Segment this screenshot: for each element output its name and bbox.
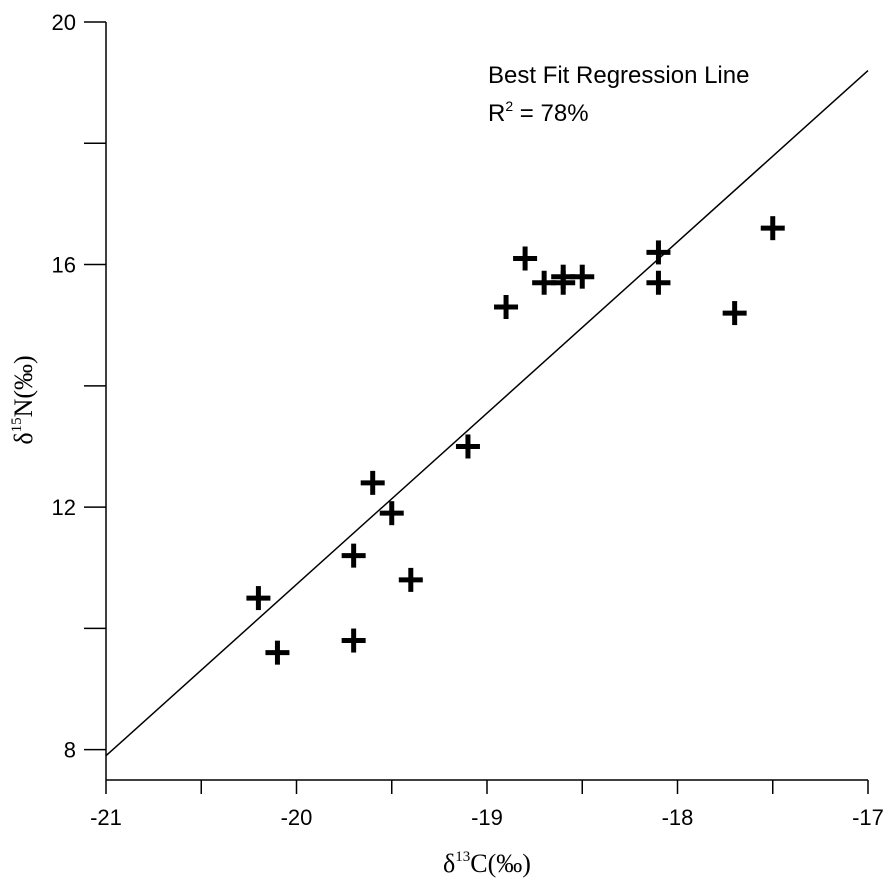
y-axis-label-rest: N(‰) <box>9 355 38 417</box>
x-axis-label-sup: 13 <box>455 849 470 865</box>
x-tick-label: -20 <box>281 805 313 830</box>
data-point <box>341 628 366 653</box>
annotation-r: R <box>488 100 505 127</box>
x-tick-label: -21 <box>90 805 122 830</box>
axes <box>105 22 868 781</box>
data-point <box>494 295 519 320</box>
y-tick-label: 12 <box>52 495 76 520</box>
x-ticks: -21 -20 -19 -18 -17 <box>90 780 884 830</box>
data-point <box>570 264 595 289</box>
x-axis-label-base: δ <box>443 849 455 878</box>
x-tick-label: -19 <box>471 805 503 830</box>
data-points <box>246 216 785 665</box>
data-point <box>341 543 366 568</box>
y-axis-label: δ15N(‰) <box>9 355 38 444</box>
data-point <box>379 501 404 526</box>
annotation-line-1: Best Fit Regression Line <box>488 62 749 89</box>
data-point <box>646 240 671 265</box>
data-point <box>722 301 747 326</box>
data-point <box>246 586 271 611</box>
data-point <box>513 246 538 271</box>
x-axis-label-rest: C(‰) <box>470 849 531 878</box>
y-tick-label: 16 <box>52 253 76 278</box>
annotation-r-sup: 2 <box>505 98 513 114</box>
data-point <box>265 640 290 665</box>
data-point <box>760 216 785 241</box>
data-point <box>360 470 385 495</box>
y-tick-label: 8 <box>64 738 76 763</box>
x-tick-label: -17 <box>852 805 884 830</box>
data-point <box>646 270 671 295</box>
data-point <box>455 434 480 459</box>
annotation-r-value: = 78% <box>513 100 588 127</box>
y-tick-label: 20 <box>52 10 76 35</box>
x-tick-label: -18 <box>662 805 694 830</box>
data-point <box>398 567 423 592</box>
annotation-line-2: R2 = 78% <box>488 98 589 127</box>
y-axis-label-sup: 15 <box>9 417 25 432</box>
y-ticks: 8 12 16 20 <box>52 10 106 763</box>
regression-line <box>105 69 869 757</box>
y-axis-label-base: δ <box>9 432 38 444</box>
x-axis-label: δ13C(‰) <box>443 849 531 878</box>
